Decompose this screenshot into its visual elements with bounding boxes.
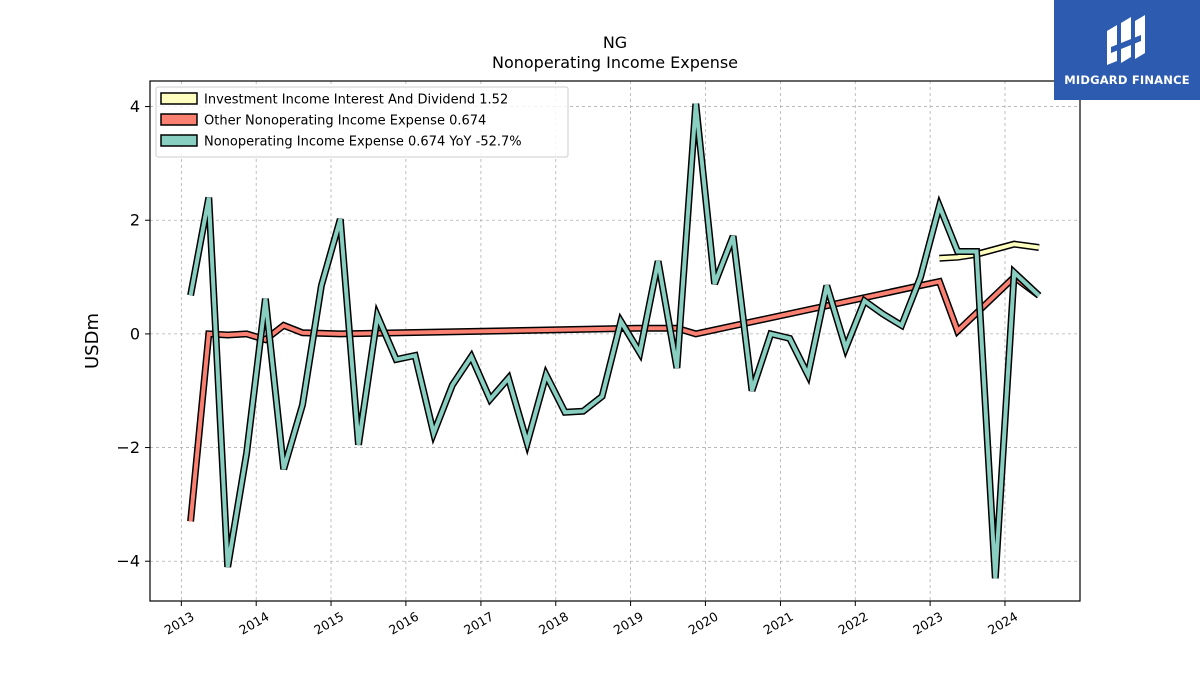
series-nonoperating-income-expense [187, 103, 1042, 579]
y-tick-label: 0 [130, 324, 140, 343]
midgard-logo-icon [1107, 15, 1145, 65]
x-tick-label: 2013 [162, 609, 197, 638]
axes: 2013 2014 2015 2016 2017 2018 2019 2020 2021 2022… [116, 97, 1020, 637]
x-tick-label: 2023 [910, 609, 945, 638]
x-tick-label: 2016 [386, 609, 421, 638]
y-tick-label: −4 [116, 552, 140, 571]
y-axis-label: USDm [82, 313, 103, 369]
x-tick-label: 2014 [236, 609, 271, 638]
x-tick-label: 2021 [761, 609, 796, 638]
legend: Investment Income Interest And Dividend … [155, 86, 569, 158]
x-tick-label: 2015 [311, 609, 346, 638]
plot-frame [149, 80, 1081, 602]
legend-swatch [160, 134, 198, 147]
x-tick-label: 2020 [686, 609, 721, 638]
series-line [188, 103, 1041, 579]
chart-title: NG [603, 33, 627, 52]
x-tick-label: 2022 [836, 609, 871, 638]
legend-box [155, 86, 569, 158]
x-tick-label: 2017 [461, 609, 496, 638]
chart-subtitle: Nonoperating Income Expense [492, 53, 738, 72]
logo-text: MIDGARD FINANCE [1064, 73, 1190, 87]
x-tick-label: 2019 [611, 609, 646, 638]
x-tick-label: 2024 [985, 609, 1020, 638]
series-line [188, 274, 1041, 522]
series-other-nonoperating-income-expense [187, 272, 1042, 522]
series-lines [187, 103, 1042, 579]
y-tick-label: −2 [116, 438, 140, 457]
legend-swatch [160, 113, 198, 126]
y-tick-label: 4 [130, 97, 140, 116]
legend-label: Other Nonoperating Income Expense 0.674 [204, 114, 486, 129]
y-tick-label: 2 [130, 211, 140, 230]
legend-swatch [160, 92, 198, 105]
legend-label: Investment Income Interest And Dividend … [204, 93, 508, 108]
legend-label: Nonoperating Income Expense 0.674 YoY -5… [204, 135, 522, 150]
x-tick-label: 2018 [536, 609, 571, 638]
midgard-finance-logo: MIDGARD FINANCE [1054, 0, 1200, 100]
